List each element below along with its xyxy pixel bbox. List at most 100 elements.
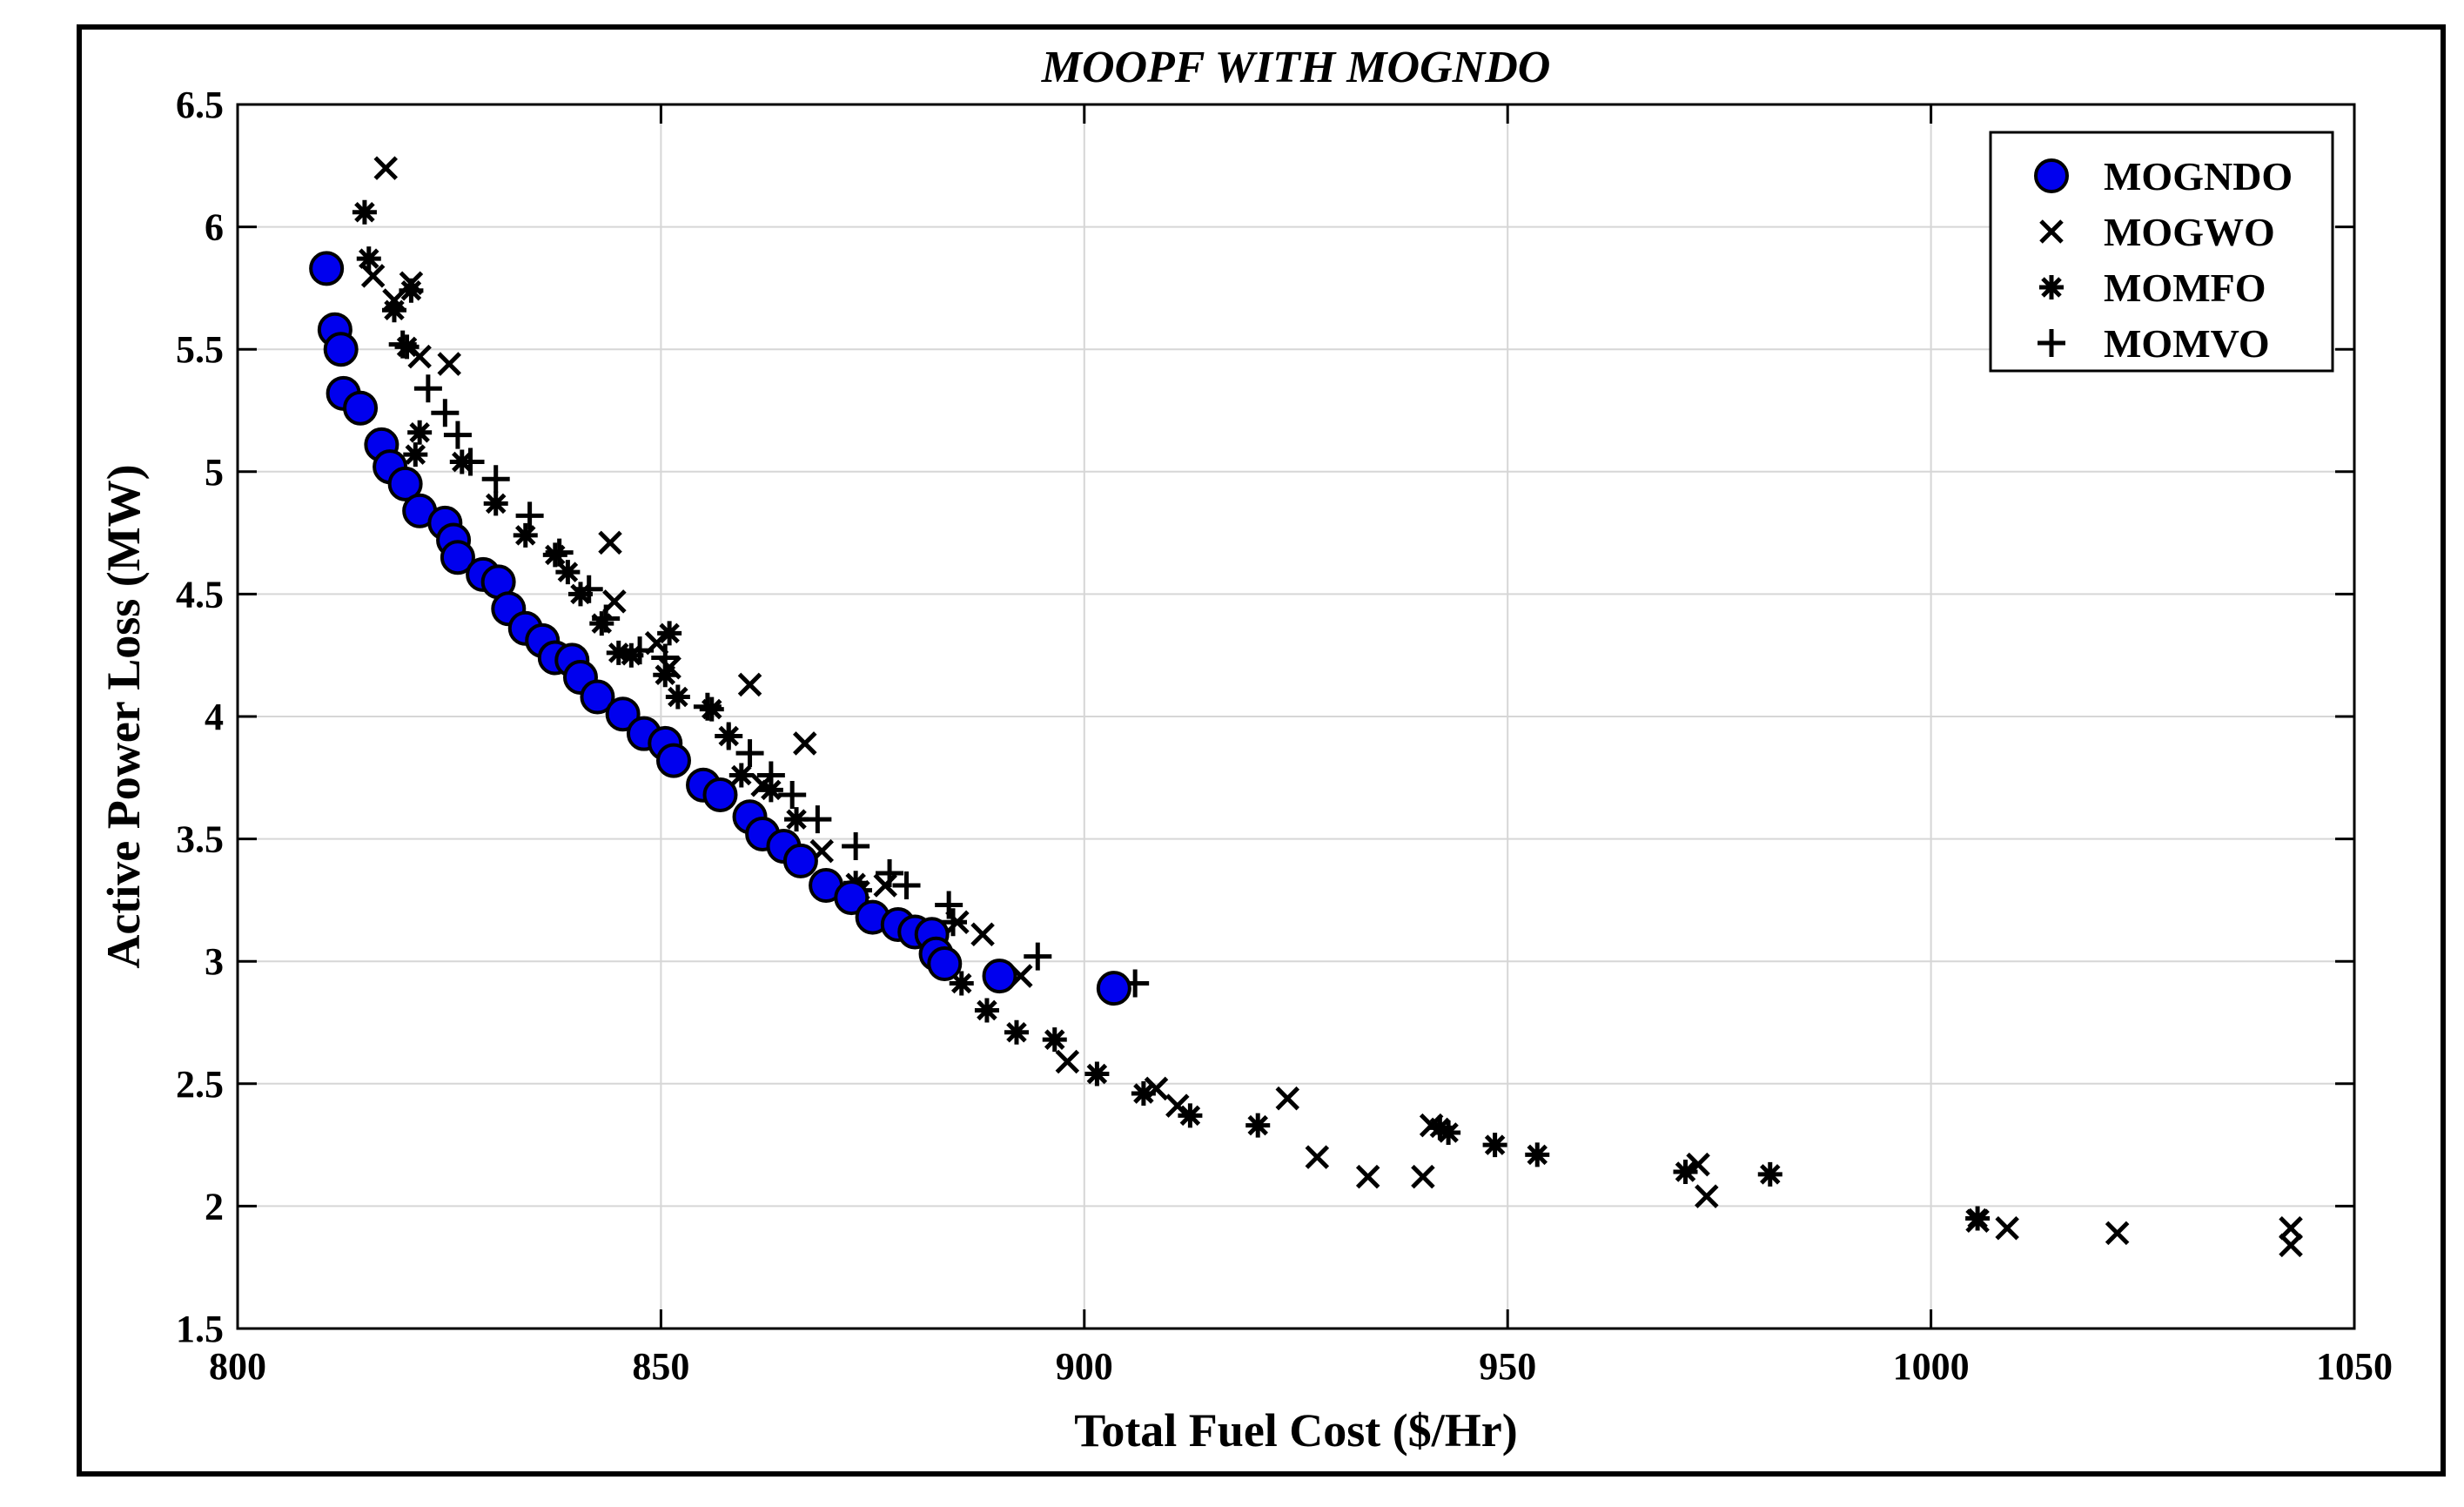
series-momfo	[352, 199, 1991, 1231]
point-momvo	[778, 780, 807, 809]
point-momvo	[443, 420, 472, 449]
y-tick-label: 2.5	[176, 1063, 224, 1106]
legend-marker-mogndo	[2034, 158, 2069, 193]
point-momfo	[394, 334, 420, 360]
point-momfo	[728, 763, 754, 788]
chart-title: MOOPF WITH MOGNDO	[1041, 43, 1551, 92]
point-mogwo	[1411, 1164, 1435, 1189]
point-mogwo	[598, 530, 622, 555]
point-mogwo	[793, 731, 817, 756]
point-momfo	[567, 582, 593, 607]
point-momfo	[1525, 1142, 1550, 1167]
point-momfo	[619, 642, 644, 668]
point-mogndo	[580, 679, 615, 715]
scatter-chart: MOOPF WITH MOGNDO 800 850 900 950 1000 1050 1…	[97, 43, 2393, 1457]
point-mogwo	[437, 352, 461, 376]
point-mogndo	[702, 777, 738, 812]
point-momvo	[842, 832, 870, 861]
y-tick-label: 2	[205, 1185, 224, 1228]
point-momfo	[784, 807, 809, 832]
point-momvo	[715, 722, 743, 750]
x-tick-label: 950	[1479, 1345, 1536, 1388]
point-mogwo	[737, 672, 762, 697]
series-momvo	[388, 330, 1150, 998]
point-momvo	[456, 447, 485, 476]
point-momvo	[574, 575, 603, 603]
point-mogwo	[1995, 1215, 2019, 1241]
point-mogndo	[440, 540, 475, 575]
point-momvo	[735, 739, 764, 768]
x-axis-ticks: 800 850 900 950 1000 1050	[209, 104, 2393, 1388]
legend-label: MOGWO	[2104, 210, 2275, 254]
point-mogndo	[982, 959, 1017, 994]
point-momfo	[699, 696, 724, 722]
y-tick-label: 4	[205, 696, 224, 738]
point-momvo	[935, 891, 963, 919]
legend-marker-momfo	[2039, 275, 2064, 299]
x-tick-label: 850	[632, 1345, 689, 1388]
point-momvo	[803, 805, 832, 834]
point-mogndo	[343, 390, 379, 426]
point-momfo	[352, 199, 377, 225]
point-momfo	[356, 246, 381, 272]
legend-label: MOMVO	[2104, 321, 2270, 366]
point-momfo	[399, 278, 424, 303]
point-momvo	[413, 374, 442, 403]
point-momvo	[756, 761, 785, 790]
point-momfo	[555, 560, 581, 585]
data-points	[309, 156, 2303, 1258]
point-mogndo	[605, 696, 641, 732]
point-momvo	[693, 692, 722, 721]
point-mogndo	[927, 946, 963, 982]
point-momfo	[606, 640, 631, 665]
point-momvo	[545, 538, 574, 567]
point-momfo	[589, 611, 614, 636]
point-momfo	[657, 621, 682, 646]
y-tick-label: 6	[205, 206, 224, 249]
point-momfo	[1004, 1019, 1029, 1045]
legend-marker-momvo	[2038, 329, 2065, 357]
point-momfo	[513, 522, 538, 548]
x-tick-label: 800	[209, 1345, 266, 1388]
point-mogwo	[1355, 1164, 1380, 1189]
point-momfo	[1482, 1133, 1507, 1158]
point-momfo	[665, 684, 690, 710]
point-mogwo	[360, 264, 386, 288]
point-momfo	[653, 663, 678, 688]
point-momvo	[892, 871, 921, 900]
point-momvo	[1024, 942, 1052, 971]
point-mogwo	[2279, 1215, 2303, 1241]
point-momfo	[949, 971, 974, 996]
point-momfo	[1245, 1113, 1271, 1138]
point-momvo	[388, 330, 417, 359]
point-mogwo	[1055, 1049, 1080, 1074]
point-mogwo	[1275, 1086, 1300, 1111]
figure-frame: MOOPF WITH MOGNDO 800 850 900 950 1000 1050 1…	[77, 24, 2446, 1477]
plot-area-border	[236, 103, 2356, 1330]
y-tick-label: 4.5	[176, 573, 224, 616]
point-momvo	[481, 465, 510, 494]
point-momfo	[1673, 1160, 1698, 1185]
x-axis-label: Total Fuel Cost ($/Hr)	[1074, 1404, 1517, 1457]
point-momfo	[1427, 1115, 1453, 1140]
point-momvo	[876, 858, 904, 887]
point-momfo	[1084, 1061, 1110, 1087]
x-tick-label: 900	[1056, 1345, 1113, 1388]
y-tick-label: 1.5	[176, 1308, 224, 1350]
point-mogndo	[834, 880, 869, 916]
point-mogndo	[655, 743, 691, 778]
point-momfo	[403, 442, 428, 468]
y-axis-ticks: 1.5 2 2.5 3 3.5 4 4.5 5 5.5 6 6.5	[176, 84, 2354, 1350]
point-mogndo	[387, 466, 423, 501]
y-axis-label: Active Power Loss (MW)	[97, 464, 150, 968]
x-tick-label: 1050	[2316, 1345, 2393, 1388]
point-mogndo	[323, 332, 359, 367]
point-momfo	[1965, 1206, 1991, 1231]
point-mogwo	[2105, 1221, 2130, 1246]
series-mogndo	[309, 251, 1131, 1006]
point-momfo	[542, 542, 567, 568]
point-mogwo	[970, 922, 995, 947]
point-momfo	[1042, 1027, 1067, 1053]
legend-label: MOMFO	[2104, 266, 2266, 310]
legend-marker-mogwo	[2039, 219, 2064, 244]
